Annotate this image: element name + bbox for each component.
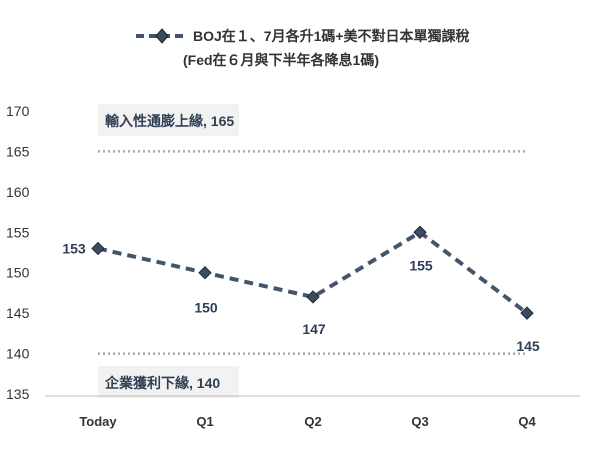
y-tick-label: 140 bbox=[6, 346, 30, 362]
y-tick-label: 145 bbox=[6, 305, 30, 321]
reference-lines: 輸入性通膨上緣, 165 企業獲利下緣, 140 bbox=[98, 104, 528, 398]
data-label: 150 bbox=[194, 300, 218, 316]
legend-label: BOJ在１、7月各升1碼+美不對日本單獨課稅 bbox=[193, 28, 470, 44]
reference-label: 企業獲利下緣, 140 bbox=[104, 375, 220, 391]
series: 153 150 147 155 145 bbox=[62, 225, 540, 354]
reference-label-box bbox=[98, 104, 239, 136]
reference-label: 輸入性通膨上緣, 165 bbox=[105, 113, 234, 129]
x-tick-label: Q4 bbox=[518, 414, 536, 429]
legend: BOJ在１、7月各升1碼+美不對日本單獨課稅 (Fed在６月與下半年各降息1碼) bbox=[136, 28, 470, 68]
y-axis: 135 140 145 150 155 160 165 170 bbox=[6, 103, 30, 402]
y-tick-label: 135 bbox=[6, 386, 30, 402]
y-tick-label: 150 bbox=[6, 265, 30, 281]
data-point bbox=[91, 241, 105, 256]
y-tick-label: 160 bbox=[6, 184, 30, 200]
data-point bbox=[520, 306, 534, 320]
x-tick-label: Today bbox=[79, 414, 117, 429]
data-label: 145 bbox=[516, 338, 540, 354]
x-tick-label: Q2 bbox=[304, 414, 321, 429]
legend-sublabel: (Fed在６月與下半年各降息1碼) bbox=[183, 52, 379, 68]
legend-diamond-marker bbox=[155, 28, 169, 44]
y-tick-label: 155 bbox=[6, 224, 30, 240]
data-label: 147 bbox=[302, 321, 326, 337]
data-point bbox=[198, 266, 212, 280]
x-tick-label: Q3 bbox=[411, 414, 428, 429]
x-tick-label: Q1 bbox=[196, 414, 213, 429]
data-point bbox=[306, 290, 320, 304]
y-tick-label: 170 bbox=[6, 103, 30, 119]
data-label: 153 bbox=[62, 240, 86, 256]
x-axis: Today Q1 Q2 Q3 Q4 bbox=[79, 414, 536, 429]
reference-label-box bbox=[98, 366, 239, 398]
series-line bbox=[97, 230, 529, 315]
data-point bbox=[413, 225, 427, 239]
data-label: 155 bbox=[409, 257, 433, 273]
y-tick-label: 165 bbox=[6, 143, 30, 159]
